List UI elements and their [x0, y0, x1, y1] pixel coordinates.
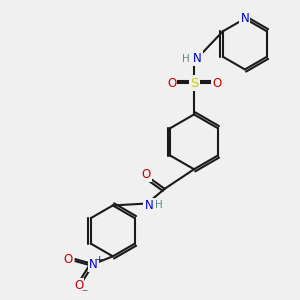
- Text: H: H: [155, 200, 163, 210]
- Text: ⁻: ⁻: [81, 287, 88, 300]
- Text: O: O: [142, 168, 151, 181]
- Text: N: N: [145, 199, 153, 212]
- Text: N: N: [193, 52, 201, 65]
- Text: H: H: [182, 54, 190, 64]
- Text: O: O: [63, 253, 72, 266]
- Text: O: O: [74, 279, 83, 292]
- Text: N: N: [89, 258, 98, 271]
- Text: S: S: [190, 77, 198, 90]
- Text: O: O: [212, 77, 221, 90]
- Text: N: N: [241, 12, 249, 25]
- Text: O: O: [167, 77, 176, 90]
- Text: +: +: [95, 255, 103, 264]
